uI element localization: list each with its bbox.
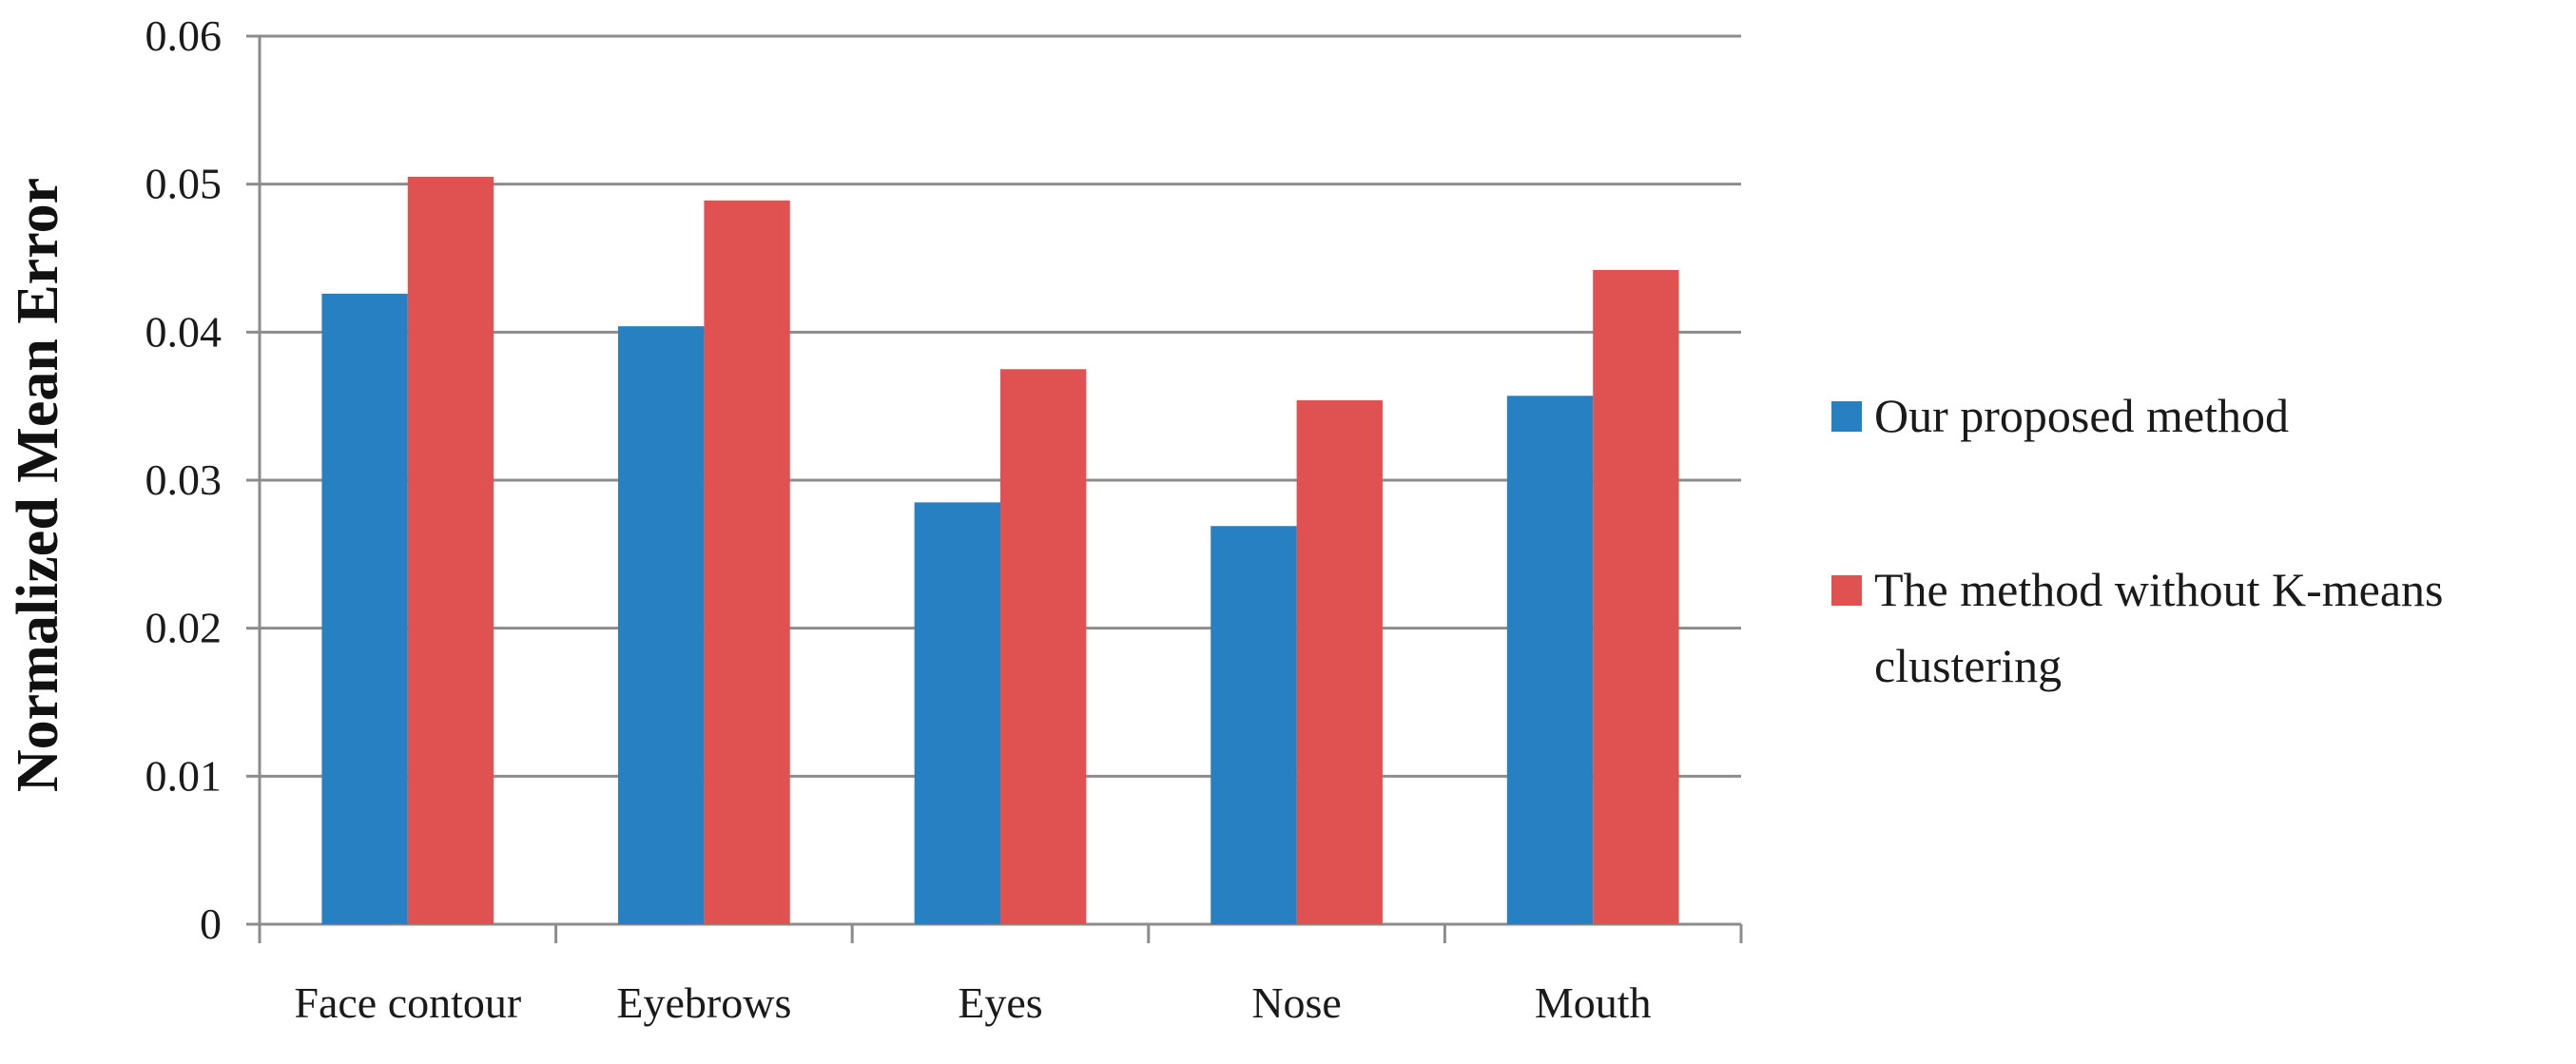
- bar-face-contour-series-2: [407, 176, 494, 925]
- y-tick-labels: 0 0.01 0.02 0.03 0.04 0.05 0.06: [145, 11, 223, 948]
- bar-mouth-series-2: [1593, 269, 1679, 924]
- y-tick-label: 0.04: [145, 307, 223, 356]
- legend-label-our-proposed-method: Our proposed method: [1874, 389, 2289, 442]
- x-tick-label-eyes: Eyes: [958, 978, 1042, 1027]
- y-axis-title: Normalized Mean Error: [6, 178, 70, 792]
- legend-label-without-kmeans-line-2: clustering: [1874, 639, 2062, 692]
- y-tick-label: 0: [200, 900, 222, 948]
- bar-face-contour-series-1: [321, 293, 408, 924]
- legend: Our proposed method The method without K…: [1831, 389, 2455, 692]
- x-tick-label-eyebrows: Eyebrows: [616, 978, 791, 1027]
- x-tick-labels: Face contour Eyebrows Eyes Nose Mouth: [294, 978, 1651, 1027]
- bars: [321, 176, 1679, 925]
- bar-mouth-series-1: [1506, 396, 1594, 924]
- bar-eyebrows-series-1: [618, 326, 705, 924]
- y-tick-label: 0.05: [145, 160, 223, 208]
- legend-label-without-kmeans: The method without K-means clustering: [1874, 563, 2455, 692]
- bar-nose-series-1: [1211, 526, 1297, 924]
- bar-eyes-series-1: [914, 502, 1000, 924]
- legend-swatch-without-kmeans: [1831, 575, 1862, 606]
- bar-nose-series-2: [1296, 399, 1383, 924]
- x-tick-label-mouth: Mouth: [1535, 978, 1652, 1027]
- y-tick-label: 0.02: [145, 604, 223, 652]
- x-tick-label-nose: Nose: [1251, 978, 1342, 1027]
- y-tick-label: 0.01: [145, 751, 223, 800]
- x-tick-label-face-contour: Face contour: [294, 978, 521, 1027]
- y-tick-label: 0.06: [145, 11, 223, 60]
- legend-swatch-our-proposed-method: [1831, 401, 1862, 432]
- legend-label-without-kmeans-line-1: The method without K-means: [1874, 563, 2444, 616]
- bar-eyebrows-series-2: [704, 200, 790, 925]
- y-tick-label: 0.03: [145, 455, 223, 504]
- bar-eyes-series-2: [1000, 369, 1087, 924]
